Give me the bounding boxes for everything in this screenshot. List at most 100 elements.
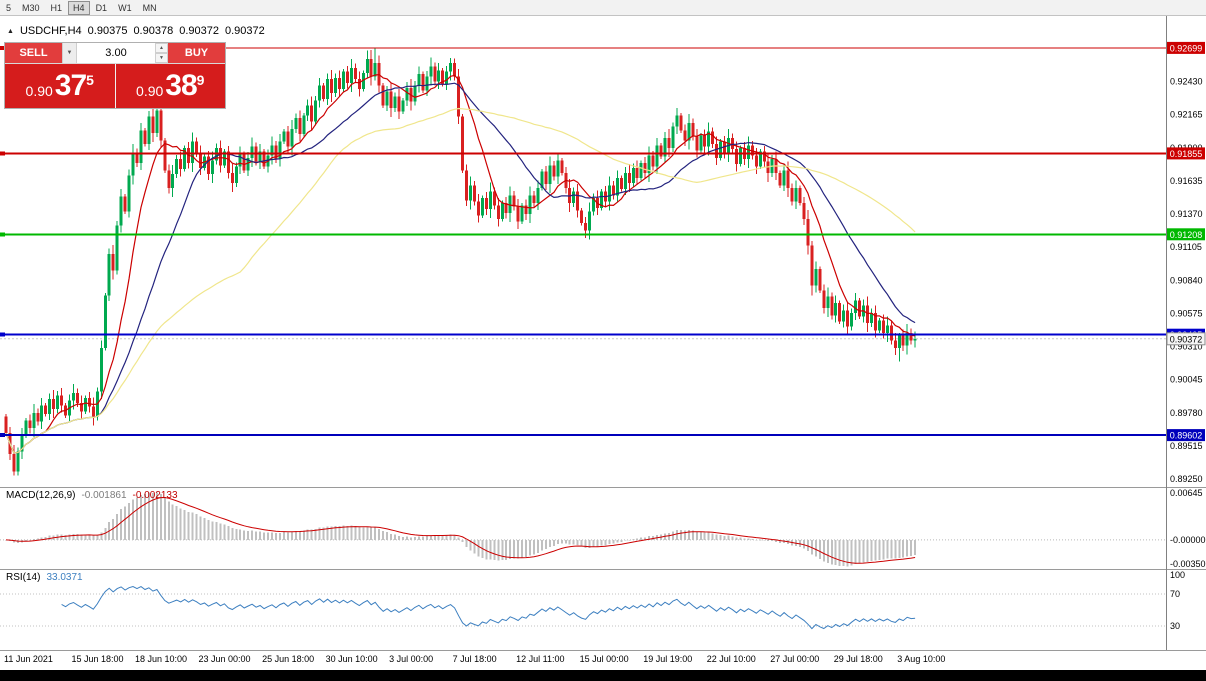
timeframe-toolbar: 5 M30 H1 H4 D1 W1 MN	[0, 0, 1206, 16]
price-tick-label: 0.92430	[1170, 77, 1203, 87]
timeframe-button-H1[interactable]: H1	[46, 1, 68, 15]
ma-24-line	[5, 82, 916, 454]
price-tick-label: 0.89250	[1170, 474, 1203, 484]
svg-text:0.91855: 0.91855	[1170, 149, 1203, 159]
time-axis-label: 27 Jul 00:00	[770, 654, 819, 664]
hline-price-box: 0.91208	[1167, 228, 1205, 241]
macd-axis-label: -0.00350	[1170, 559, 1206, 569]
ohlc-close: 0.90372	[224, 25, 265, 37]
hline-handle[interactable]	[0, 332, 5, 337]
price-tick-label: 0.91635	[1170, 176, 1203, 186]
hline-handle[interactable]	[0, 232, 5, 237]
buy-price-digits: 38	[165, 69, 197, 102]
sell-price-digits: 37	[54, 69, 87, 102]
volume-stepper: ▲ ▼	[155, 43, 168, 63]
svg-text:0.90372: 0.90372	[1170, 334, 1203, 344]
price-tick-label: 0.90575	[1170, 309, 1203, 319]
macd-title: MACD(12,26,9)	[6, 490, 76, 501]
rsi-axis-label: 30	[1170, 621, 1180, 631]
triangle-up-icon: ▲	[159, 44, 164, 51]
time-axis-label: 12 Jul 11:00	[516, 654, 564, 664]
macd-main-value: -0.001861	[81, 490, 127, 501]
time-axis-label: 25 Jun 18:00	[262, 654, 314, 664]
time-axis-label: 29 Jul 18:00	[834, 654, 883, 664]
rsi-axis-label: 70	[1170, 589, 1180, 599]
timeframe-button-W1[interactable]: W1	[113, 1, 137, 15]
hline-price-box: 0.89602	[1167, 429, 1205, 442]
volume-increase-button[interactable]: ▲	[155, 43, 168, 53]
window-bottom-edge	[0, 670, 1206, 681]
triangle-down-icon: ▼	[159, 54, 164, 61]
time-axis-label: 23 Jun 00:00	[199, 654, 251, 664]
one-click-panel-toggle-icon[interactable]: ▲	[7, 27, 14, 35]
timeframe-button-H4[interactable]: H4	[68, 0, 90, 15]
time-axis-label: 3 Jul 00:00	[389, 654, 433, 664]
rsi-value: 33.0371	[46, 572, 83, 583]
time-axis-label: 7 Jul 18:00	[453, 654, 497, 664]
buy-price-pip: 9	[196, 72, 205, 88]
trade-panel-controls: SELL ▼ ▲ ▼ BUY	[5, 43, 225, 63]
rsi-line	[61, 585, 916, 630]
current-price-box: 0.90372	[1166, 332, 1206, 346]
time-axis-label: 30 Jun 10:00	[326, 654, 378, 664]
sell-price-prefix: 0.90	[25, 83, 53, 99]
rsi-axis-label: 100	[1170, 570, 1185, 580]
macd-histogram	[5, 492, 917, 567]
macd-indicator-label: MACD(12,26,9) -0.001861 -0.002133	[6, 490, 178, 501]
timeframe-button-D1[interactable]: D1	[91, 1, 113, 15]
hline-handle[interactable]	[0, 433, 5, 438]
ma-60-line	[5, 107, 916, 454]
ohlc-open: 0.90375	[87, 25, 128, 37]
hline-handle[interactable]	[0, 151, 5, 156]
price-tick-label: 0.90840	[1170, 275, 1203, 285]
buy-button[interactable]: BUY	[168, 43, 225, 63]
time-axis-label: 11 Jun 2021	[4, 654, 53, 664]
macd-signal-value: -0.002133	[132, 490, 178, 501]
svg-text:0.92699: 0.92699	[1170, 43, 1203, 53]
timeframe-button-M30[interactable]: M30	[17, 1, 45, 15]
time-axis-label: 3 Aug 10:00	[897, 654, 945, 664]
hline-price-box: 0.92699	[1167, 41, 1205, 54]
hline-price-box: 0.91855	[1167, 147, 1205, 160]
buy-price-prefix: 0.90	[136, 83, 164, 99]
macd-axis-label: -0.00000	[1170, 535, 1206, 545]
one-click-trading-panel: SELL ▼ ▲ ▼ BUY 0.90 37 5 0.90 38 9	[4, 42, 226, 109]
price-tick-label: 0.91105	[1170, 242, 1202, 252]
time-axis-label: 15 Jun 18:00	[72, 654, 124, 664]
candles	[4, 47, 917, 476]
ohlc-low: 0.90372	[179, 25, 219, 37]
time-axis-label: 18 Jun 10:00	[135, 654, 187, 664]
volume-decrease-button[interactable]: ▼	[155, 53, 168, 63]
price-tick-label: 0.90310	[1170, 342, 1203, 352]
svg-text:0.89602: 0.89602	[1170, 431, 1203, 441]
buy-price-button[interactable]: 0.90 38 9	[115, 64, 225, 108]
timeframe-button-5[interactable]: 5	[1, 1, 16, 15]
sell-button[interactable]: SELL	[5, 43, 62, 63]
price-tick-label: 0.90045	[1170, 375, 1203, 385]
rsi-indicator-label: RSI(14) 33.0371	[6, 572, 83, 583]
price-tick-label: 0.91370	[1170, 209, 1203, 219]
chevron-down-icon: ▼	[66, 50, 73, 56]
macd-axis-label: 0.00645	[1170, 488, 1203, 498]
panel-separators[interactable]	[0, 16, 1206, 651]
time-axis-label: 19 Jul 19:00	[643, 654, 692, 664]
volume-input[interactable]	[77, 43, 155, 63]
macd-signal-line	[5, 496, 916, 564]
volume-dropdown-button[interactable]: ▼	[62, 43, 77, 63]
hline-handle[interactable]	[0, 45, 5, 50]
symbol-label: USDCHF,H4	[19, 25, 82, 37]
price-tick-label: 0.92165	[1170, 110, 1203, 120]
svg-text:0.91208: 0.91208	[1170, 230, 1203, 240]
chart-header: ▲ USDCHF,H4 0.90375 0.90378 0.90372 0.90…	[7, 25, 265, 37]
ohlc-high: 0.90378	[133, 25, 174, 37]
trade-panel-prices: 0.90 37 5 0.90 38 9	[5, 63, 225, 108]
timeframe-button-MN[interactable]: MN	[138, 1, 162, 15]
time-axis-label: 22 Jul 10:00	[707, 654, 756, 664]
time-axis-label: 15 Jul 00:00	[580, 654, 629, 664]
price-tick-label: 0.89780	[1170, 408, 1203, 418]
sell-price-pip: 5	[86, 72, 94, 88]
sell-price-button[interactable]: 0.90 37 5	[5, 64, 115, 108]
price-tick-label: 0.89515	[1170, 441, 1203, 451]
rsi-title: RSI(14)	[6, 572, 41, 583]
